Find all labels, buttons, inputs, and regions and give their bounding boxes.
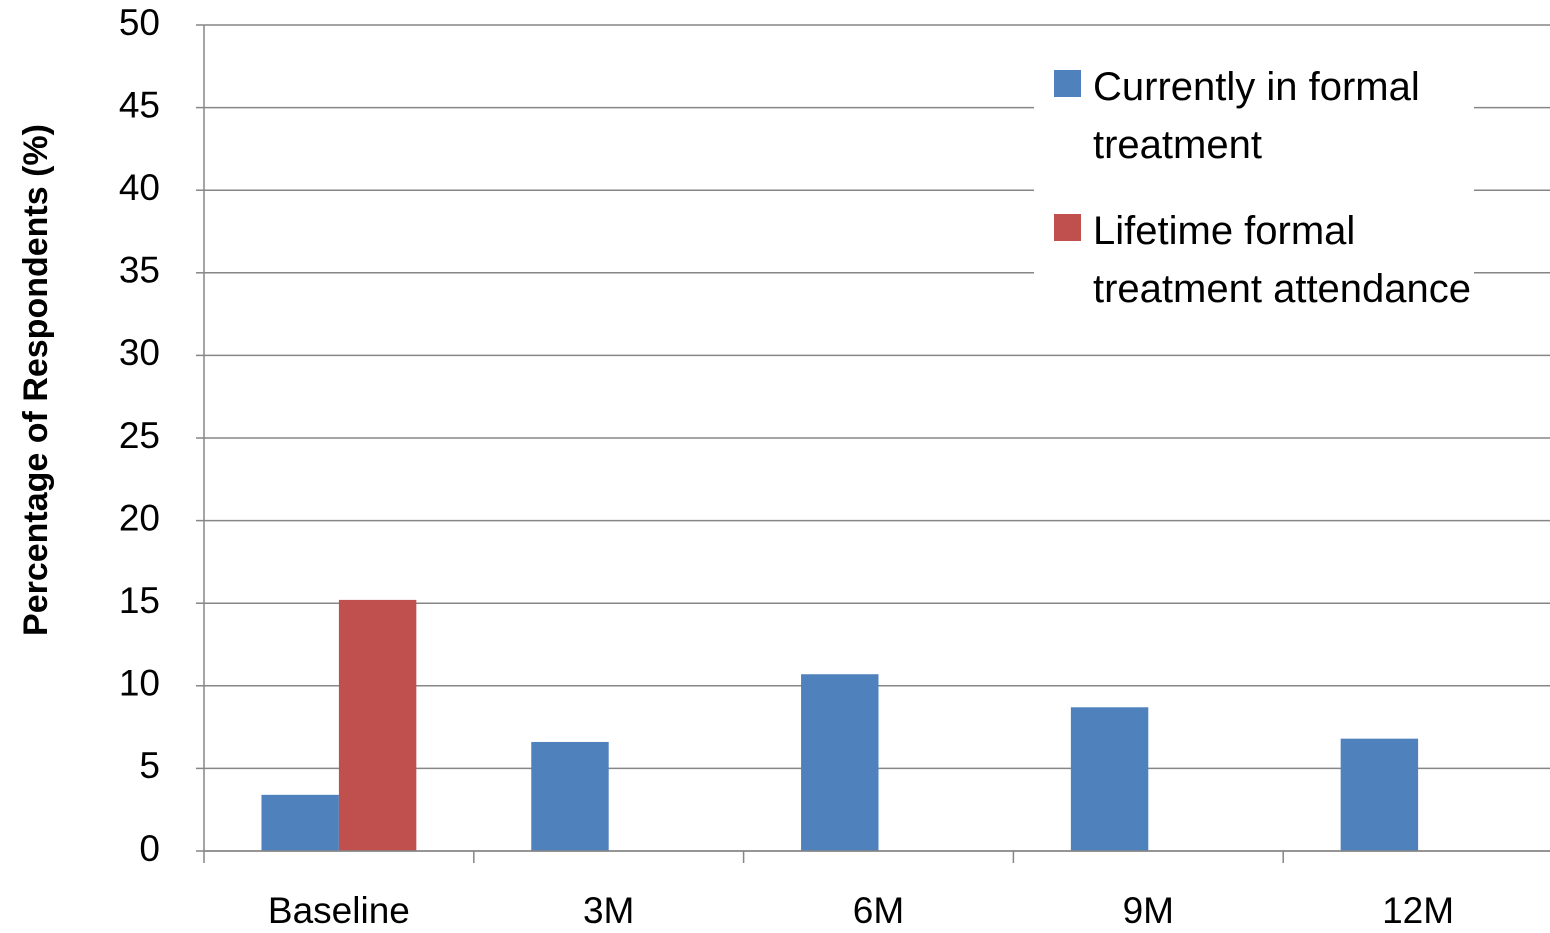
- legend-label: Currently in formal treatment: [1093, 65, 1420, 167]
- y-tick-label: 40: [119, 167, 160, 208]
- y-tick-label: 35: [119, 250, 160, 291]
- legend-swatch: [1054, 70, 1081, 97]
- legend-swatch: [1054, 214, 1081, 241]
- bar: [1070, 707, 1149, 851]
- y-tick-label: 50: [119, 2, 160, 43]
- y-tick-label: 30: [119, 332, 160, 373]
- x-tick-label: 9M: [1123, 890, 1174, 931]
- y-tick-label: 20: [119, 497, 160, 538]
- x-tick-label: 6M: [853, 890, 904, 931]
- bar: [1340, 738, 1419, 851]
- y-tick-label: 10: [119, 663, 160, 704]
- x-tick-label: 3M: [583, 890, 634, 931]
- legend-item: Currently in formal treatment: [1034, 58, 1474, 174]
- y-tick-label: 25: [119, 415, 160, 456]
- y-axis-title: Percentage of Respondents (%): [17, 124, 55, 636]
- x-tick-label: Baseline: [268, 890, 410, 931]
- y-tick-label: 0: [139, 828, 160, 869]
- legend-label: Lifetime formal treatment attendance: [1093, 209, 1472, 311]
- legend-item: Lifetime formal treatment attendance: [1034, 202, 1474, 318]
- bar: [261, 794, 339, 851]
- bar: [531, 741, 609, 851]
- legend: Currently in formal treatment Lifetime fo…: [1034, 58, 1474, 346]
- bar: [338, 599, 417, 851]
- y-tick-label: 45: [119, 84, 160, 125]
- y-tick-label: 15: [119, 580, 160, 621]
- bar: [801, 674, 879, 851]
- x-tick-label: 12M: [1382, 890, 1454, 931]
- y-tick-label: 5: [139, 745, 160, 786]
